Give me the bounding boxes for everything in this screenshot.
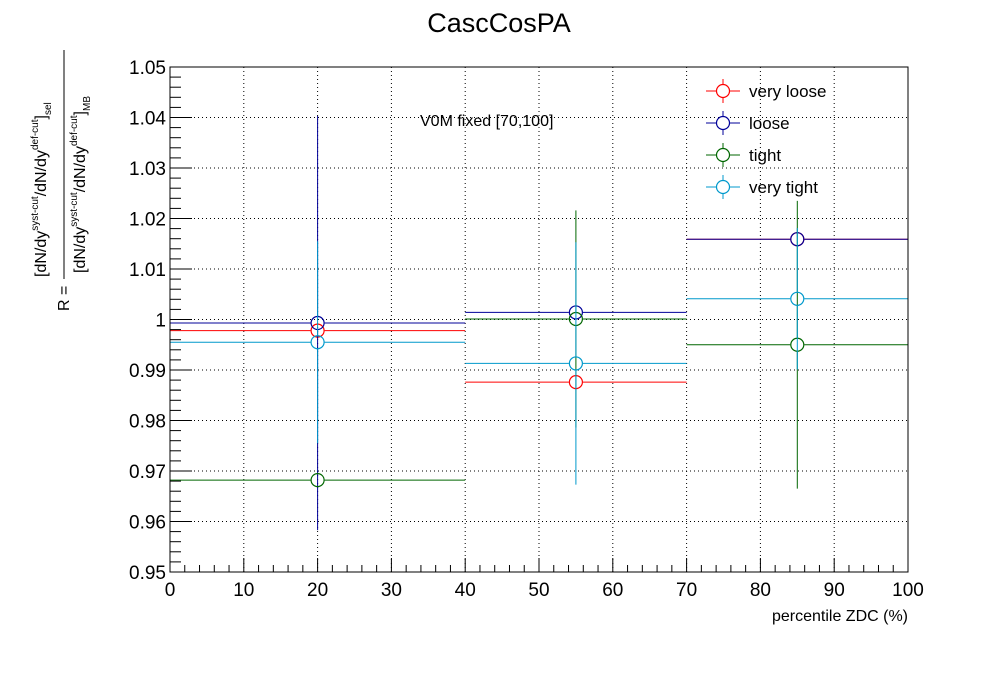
legend-label: tight xyxy=(749,146,781,165)
y-tick-label: 0.99 xyxy=(129,361,166,382)
den-sup-2: def-cut xyxy=(69,115,80,146)
den-sub: MB xyxy=(82,96,93,111)
y-tick-label: 1 xyxy=(155,311,166,332)
legend-swatch-marker xyxy=(715,179,731,195)
legend-swatch-marker xyxy=(715,115,731,131)
data-point-marker xyxy=(310,335,325,350)
legend-label: loose xyxy=(749,114,790,133)
y-title-denominator: [dN/dysyst-cut/dN/dydef-cut]MB xyxy=(69,96,93,273)
legend: very loose loose tight very tight xyxy=(706,79,826,199)
svg-text:[dN/dysyst-cut/dN/dydef-cut]se: [dN/dysyst-cut/dN/dydef-cut]sel xyxy=(30,102,54,277)
y-tick-label: 0.96 xyxy=(129,513,166,534)
den-part-1: [dN/dy xyxy=(72,227,89,273)
svg-text:[dN/dysyst-cut/dN/dydef-cut]MB: [dN/dysyst-cut/dN/dydef-cut]MB xyxy=(69,96,93,273)
x-tick-label: 100 xyxy=(892,580,924,601)
y-tick-label: 0.95 xyxy=(129,563,166,584)
tick-labels: 0 10 20 30 40 50 60 70 80 90 100 0.95 0.96 0.97 0.98 0.… xyxy=(129,58,924,601)
data-point-marker xyxy=(310,472,325,488)
y-title-numerator: [dN/dysyst-cut/dN/dydef-cut]sel xyxy=(30,102,54,277)
x-tick-label: 50 xyxy=(528,580,549,601)
x-tick-label: 60 xyxy=(602,580,623,601)
grid xyxy=(170,67,908,572)
x-tick-label: 90 xyxy=(824,580,845,601)
num-sup-1: syst-cut xyxy=(30,196,41,231)
data-point-marker xyxy=(568,356,584,371)
legend-swatch-marker xyxy=(715,147,731,163)
legend-label: very loose xyxy=(749,82,826,101)
y-tick-label: 1.01 xyxy=(129,260,166,281)
legend-label: very tight xyxy=(749,178,818,197)
legend-swatch-marker xyxy=(715,83,731,99)
num-part-1: [dN/dy xyxy=(33,231,50,277)
data-points xyxy=(170,115,908,531)
x-tick-label: 20 xyxy=(307,580,328,601)
x-tick-label: 30 xyxy=(381,580,402,601)
y-tick-label: 0.98 xyxy=(129,412,166,433)
y-tick-label: 1.04 xyxy=(129,109,166,130)
y-tick-label: 1.03 xyxy=(129,159,166,180)
x-axis-title: percentile ZDC (%) xyxy=(772,608,908,625)
chart-title: CascCosPA xyxy=(427,8,571,38)
y-tick-label: 1.02 xyxy=(129,210,166,231)
den-part-2: /dN/dy xyxy=(72,146,89,192)
y-tick-label: 1.05 xyxy=(129,58,166,79)
x-tick-label: 10 xyxy=(233,580,254,601)
num-part-2: /dN/dy xyxy=(33,150,50,196)
y-tick-label: 0.97 xyxy=(129,462,166,483)
den-sup-1: syst-cut xyxy=(69,192,80,227)
data-point-marker xyxy=(790,291,805,306)
x-tick-label: 0 xyxy=(165,580,176,601)
den-part-3: ] xyxy=(72,111,89,115)
num-part-3: ] xyxy=(33,115,50,119)
axis-ticks xyxy=(169,66,909,573)
annotation-v0m: V0M fixed [70,100] xyxy=(420,113,553,130)
num-sub: sel xyxy=(43,102,54,115)
y-axis-title: R = [dN/dysyst-cut/dN/dydef-cut]sel [dN/… xyxy=(30,50,93,311)
x-tick-label: 40 xyxy=(455,580,476,601)
x-tick-label: 70 xyxy=(676,580,697,601)
y-title-prefix: R = xyxy=(56,286,73,311)
num-sup-2: def-cut xyxy=(30,119,41,150)
x-tick-label: 80 xyxy=(750,580,771,601)
